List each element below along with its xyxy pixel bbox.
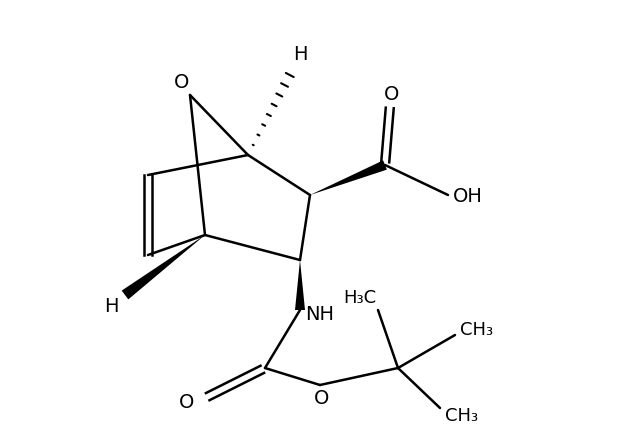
Polygon shape	[310, 160, 387, 195]
Text: H: H	[104, 297, 118, 317]
Text: NH: NH	[305, 305, 335, 325]
Text: H: H	[292, 46, 307, 64]
Polygon shape	[122, 235, 205, 300]
Text: O: O	[314, 389, 330, 409]
Text: CH₃: CH₃	[445, 407, 479, 425]
Text: O: O	[174, 74, 189, 92]
Text: CH₃: CH₃	[460, 321, 493, 339]
Text: O: O	[179, 393, 195, 413]
Text: OH: OH	[453, 187, 483, 206]
Text: H₃C: H₃C	[344, 289, 376, 307]
Polygon shape	[295, 260, 305, 310]
Text: O: O	[384, 85, 400, 105]
